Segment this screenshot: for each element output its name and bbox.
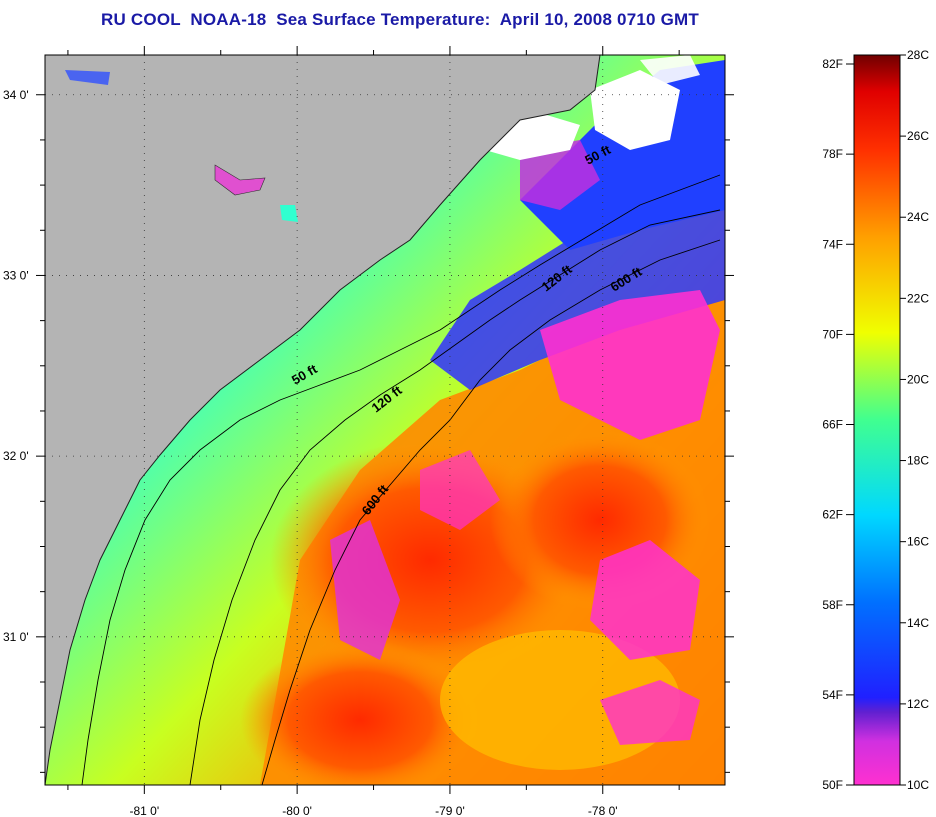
colorbar-label-f: 78F: [822, 147, 843, 161]
colorbar-label-c: 26C: [907, 129, 929, 143]
lon-tick-label: -81 0': [129, 804, 159, 817]
colorbar-label-f: 66F: [822, 418, 843, 432]
lat-tick-label: 33 0': [3, 268, 29, 282]
isobath-600ft: [261, 239, 721, 785]
lat-tick-label: 32 0': [3, 449, 29, 463]
lon-tick-label: -79 0': [435, 804, 465, 817]
colorbar-label-f: 54F: [822, 688, 843, 702]
isobath-50ft: [81, 174, 721, 785]
land-mass: [45, 55, 600, 785]
colorbar-label-c: 14C: [907, 616, 929, 630]
colorbar-label-f: 62F: [822, 508, 843, 522]
colorbar-label-c: 16C: [907, 535, 929, 549]
lat-tick-label: 34 0': [3, 88, 29, 102]
map-grid: [45, 55, 725, 785]
isobath-120ft: [189, 209, 721, 785]
lon-tick-label: -80 0': [282, 804, 312, 817]
colorbar-label-f: 74F: [822, 237, 843, 251]
colorbar-label-c: 22C: [907, 291, 929, 305]
colorbar: 82F 78F 74F 70F 66F 62F 58F 54F 50F 28C 26C 24C 22C…: [822, 48, 929, 792]
colorbar-label-c: 28C: [907, 48, 929, 62]
colorbar-label-c: 10C: [907, 778, 929, 792]
colorbar-label-f: 58F: [822, 598, 843, 612]
colorbar-label-f: 70F: [822, 327, 843, 341]
map-axes: -81 0' -80 0' -79 0' -78 0' 34 0' 33 0' 32 0' 3…: [3, 46, 734, 817]
colorbar-label-c: 20C: [907, 372, 929, 386]
lon-tick-label: -78 0': [588, 804, 618, 817]
colorbar-scale: [853, 54, 901, 786]
map-title: RU COOL NOAA-18 Sea Surface Temperature:…: [101, 10, 699, 29]
map-frame: [44, 54, 726, 786]
colorbar-label-c: 12C: [907, 697, 929, 711]
sst-image: [45, 55, 725, 785]
colorbar-label-f: 82F: [822, 57, 843, 71]
colorbar-label-f: 50F: [822, 778, 843, 792]
lat-tick-label: 31 0': [3, 630, 29, 644]
colorbar-label-c: 18C: [907, 454, 929, 468]
colorbar-label-c: 24C: [907, 210, 929, 224]
